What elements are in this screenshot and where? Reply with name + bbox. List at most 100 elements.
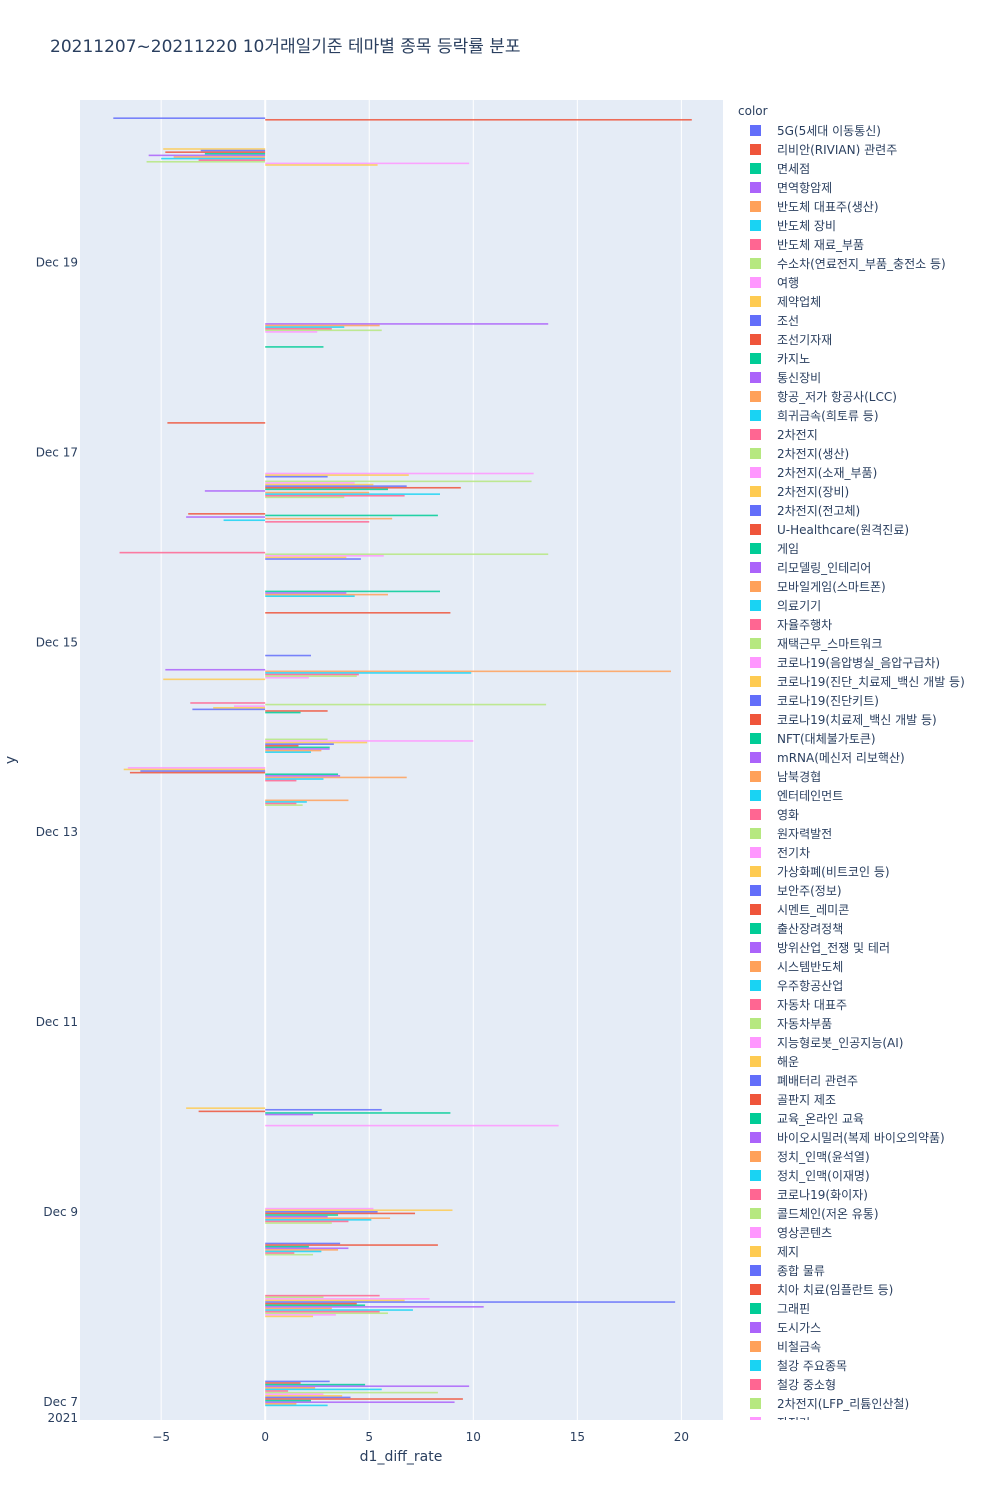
legend-item[interactable]: 정치_인맥(윤석열) xyxy=(750,1147,870,1166)
legend-swatch xyxy=(750,410,761,421)
legend-item[interactable]: 콜드체인(저온 유통) xyxy=(750,1204,879,1223)
legend-item[interactable]: 반도체 재료_부품 xyxy=(750,235,864,254)
legend-item[interactable]: NFT(대체불가토큰) xyxy=(750,729,876,748)
bar xyxy=(265,672,472,674)
legend-label: 종합 물류 xyxy=(777,1264,825,1278)
bar xyxy=(265,1385,470,1388)
legend-item[interactable]: 자동차부품 xyxy=(750,1014,832,1033)
legend-item[interactable]: mRNA(메신저 리보핵산) xyxy=(750,748,905,767)
legend-item[interactable]: 2차전지(전고체) xyxy=(750,501,860,520)
legend-item[interactable]: 자율주행차 xyxy=(750,615,832,634)
legend-label: 지능형로봇_인공지능(AI) xyxy=(777,1036,904,1050)
legend-label: 자율주행차 xyxy=(777,618,833,632)
bar xyxy=(265,164,378,166)
legend-item[interactable]: 시멘트_레미콘 xyxy=(750,900,849,919)
legend-label: 코로나19(진단_치료제_백신 개발 등) xyxy=(777,675,965,689)
bar xyxy=(186,1107,266,1109)
legend-item[interactable]: 원자력발전 xyxy=(750,824,832,843)
legend-item[interactable]: 철강 중소형 xyxy=(750,1375,836,1394)
bar xyxy=(265,751,311,753)
legend-item[interactable]: 시스템반도체 xyxy=(750,957,843,976)
legend-item[interactable]: 코로나19(음압병실_음압구급차) xyxy=(750,653,940,672)
legend-label: 전기차 xyxy=(777,846,811,860)
bar xyxy=(265,1250,322,1253)
legend-item[interactable]: 비철금속 xyxy=(750,1337,821,1356)
legend-item[interactable]: 해운 xyxy=(750,1052,799,1071)
legend-item[interactable]: U-Healthcare(원격진료) xyxy=(750,520,909,539)
legend-item[interactable]: 제지 xyxy=(750,1242,799,1261)
legend-item[interactable]: 2차전지 xyxy=(750,425,818,444)
legend-item[interactable]: 교육_온라인 교육 xyxy=(750,1109,864,1128)
legend-item[interactable]: 카지노 xyxy=(750,349,810,368)
legend-item[interactable]: 제약업체 xyxy=(750,292,821,311)
legend-item[interactable]: 의료기기 xyxy=(750,596,821,615)
legend-label: 모바일게임(스마트폰) xyxy=(777,580,886,594)
legend-item[interactable]: 방위산업_전쟁 및 테러 xyxy=(750,938,890,957)
legend-swatch xyxy=(750,676,761,687)
legend-item[interactable]: 바이오시밀러(복제 바이오의약품) xyxy=(750,1128,945,1147)
legend-item[interactable]: 5G(5세대 이동통신) xyxy=(750,121,881,140)
legend-item[interactable]: 게임 xyxy=(750,539,799,558)
legend-item[interactable]: 면세점 xyxy=(750,159,810,178)
legend-item[interactable]: 희귀금속(희토류 등) xyxy=(750,406,879,425)
legend-item[interactable]: 그래핀 xyxy=(750,1299,810,1318)
bar xyxy=(265,521,370,523)
legend-item[interactable]: 골판지 제조 xyxy=(750,1090,836,1109)
legend-item[interactable]: 여행 xyxy=(750,273,799,292)
legend-item[interactable]: 철강 주요종목 xyxy=(750,1356,847,1375)
legend-swatch xyxy=(750,1398,761,1409)
legend-item[interactable]: 폐배터리 관련주 xyxy=(750,1071,858,1090)
legend-label: 5G(5세대 이동통신) xyxy=(777,124,881,138)
legend-item[interactable]: 가상화폐(비트코인 등) xyxy=(750,862,890,881)
legend-swatch xyxy=(750,638,761,649)
legend-item[interactable]: 치아 치료(임플란트 등) xyxy=(750,1280,893,1299)
legend-label: 조선 xyxy=(777,314,800,328)
legend-item[interactable]: 모바일게임(스마트폰) xyxy=(750,577,886,596)
legend-item[interactable]: 도시가스 xyxy=(750,1318,821,1337)
legend-item[interactable]: 코로나19(진단_치료제_백신 개발 등) xyxy=(750,672,965,691)
legend-item[interactable]: 재택근무_스마트워크 xyxy=(750,634,882,653)
legend-item[interactable]: 영화 xyxy=(750,805,799,824)
legend-item[interactable]: 영상콘텐츠 xyxy=(750,1223,832,1242)
bar xyxy=(265,1310,380,1313)
legend-item[interactable]: 2차전지(장비) xyxy=(750,482,849,501)
bar xyxy=(265,1249,339,1251)
legend-item[interactable]: 조선 xyxy=(750,311,799,330)
bar xyxy=(265,475,328,478)
legend-swatch xyxy=(750,866,761,877)
legend-item[interactable]: 엔터테인먼트 xyxy=(750,786,843,805)
legend-item[interactable]: 자동차 대표주 xyxy=(750,995,847,1014)
bar xyxy=(265,1296,324,1299)
legend-item[interactable]: 조선기자재 xyxy=(750,330,832,349)
bar xyxy=(265,1252,295,1254)
legend-item[interactable]: 반도체 대표주(생산) xyxy=(750,197,879,216)
legend-item[interactable]: 남북경협 xyxy=(750,767,821,786)
legend-item[interactable]: 면역항암제 xyxy=(750,178,832,197)
bar xyxy=(265,1212,416,1215)
legend-label: 영상콘텐츠 xyxy=(777,1226,833,1240)
legend-item[interactable]: 코로나19(화이자) xyxy=(750,1185,868,1204)
legend-item[interactable]: 2차전지(소재_부품) xyxy=(750,463,877,482)
legend-item[interactable]: 정치_인맥(이재명) xyxy=(750,1166,870,1185)
legend-label: 여행 xyxy=(777,276,800,290)
bar xyxy=(265,1390,289,1392)
legend-item[interactable]: 리비안(RIVIAN) 관련주 xyxy=(750,140,897,159)
legend-item[interactable]: 출산장려정책 xyxy=(750,919,843,938)
bar xyxy=(265,1244,438,1246)
legend-item[interactable]: 전기차 xyxy=(750,843,810,862)
legend-item[interactable]: 반도체 장비 xyxy=(750,216,836,235)
legend-label: 철강 중소형 xyxy=(777,1378,837,1392)
legend-item[interactable]: 종합 물류 xyxy=(750,1261,825,1280)
legend-item[interactable]: 자전거 xyxy=(750,1413,810,1420)
legend-item[interactable]: 우주항공산업 xyxy=(750,976,843,995)
legend-item[interactable]: 2차전지(생산) xyxy=(750,444,849,463)
legend-item[interactable]: 코로나19(치료제_백신 개발 등) xyxy=(750,710,937,729)
legend-item[interactable]: 지능형로봇_인공지능(AI) xyxy=(750,1033,903,1052)
legend-item[interactable]: 리모델링_인테리어 xyxy=(750,558,871,577)
legend-item[interactable]: 코로나19(진단키트) xyxy=(750,691,879,710)
legend-item[interactable]: 보안주(정보) xyxy=(750,881,842,900)
legend-item[interactable]: 통신장비 xyxy=(750,368,821,387)
legend-item[interactable]: 2차전지(LFP_리튬인산철) xyxy=(750,1394,909,1413)
legend-item[interactable]: 항공_저가 항공사(LCC) xyxy=(750,387,897,406)
legend-item[interactable]: 수소차(연료전지_부품_충전소 등) xyxy=(750,254,946,273)
